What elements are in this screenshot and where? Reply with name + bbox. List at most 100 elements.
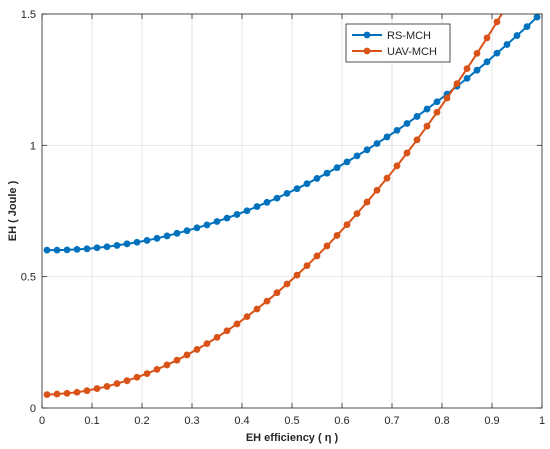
data-point	[293, 185, 301, 193]
data-point	[373, 140, 381, 147]
data-point	[403, 149, 411, 157]
x-tick-label: 0.8	[434, 415, 449, 427]
legend-label: RS-MCH	[387, 30, 431, 42]
data-point	[73, 245, 81, 253]
data-point	[203, 340, 211, 348]
data-point	[53, 246, 61, 254]
data-point	[103, 243, 111, 251]
data-point	[303, 180, 311, 188]
data-point	[423, 122, 431, 130]
data-point	[243, 313, 251, 320]
data-point	[213, 333, 221, 341]
data-point	[93, 385, 101, 392]
x-tick-label: 0	[39, 415, 45, 427]
data-point	[343, 221, 351, 229]
x-axis-label: EH efficiency ( η )	[246, 432, 339, 444]
data-point	[173, 356, 181, 364]
data-point	[243, 207, 251, 215]
ticks: 0 0.1 0.2 0.3 0.4 0.5 0.6 0.7 0.8 0.9 1 0 0.5 1 1.5	[21, 9, 545, 427]
data-point	[393, 126, 401, 134]
data-point	[433, 98, 441, 106]
data-point	[233, 211, 241, 218]
legend: RS-MCH UAV-MCH	[345, 23, 451, 63]
data-point	[223, 214, 231, 222]
data-point	[113, 242, 121, 249]
data-point	[313, 175, 321, 182]
data-point	[223, 327, 231, 335]
x-tick-label: 0.1	[84, 415, 99, 427]
data-point	[63, 246, 71, 254]
data-point	[43, 246, 51, 254]
data-point	[473, 50, 481, 57]
legend-item-rs-mch: RS-MCH	[352, 30, 431, 42]
series-uav-mch	[43, 13, 503, 399]
data-point	[263, 297, 271, 305]
data-point	[363, 198, 371, 206]
data-point	[73, 388, 81, 396]
data-point	[463, 74, 471, 82]
data-point	[273, 194, 281, 202]
data-point	[503, 41, 511, 48]
data-point	[323, 242, 331, 250]
legend-item-uav-mch: UAV-MCH	[352, 46, 437, 58]
data-point	[423, 105, 431, 113]
data-point	[63, 389, 71, 397]
data-point	[83, 387, 91, 395]
data-point	[113, 380, 121, 387]
x-tick-label: 0.4	[234, 415, 249, 427]
y-tick-label: 1	[30, 140, 36, 152]
data-point	[153, 234, 161, 242]
data-point	[143, 370, 151, 377]
data-point	[163, 361, 171, 369]
data-point	[453, 80, 461, 88]
data-point	[193, 224, 201, 232]
data-point	[53, 390, 61, 398]
data-point	[183, 227, 191, 235]
data-point	[123, 240, 131, 248]
data-point	[483, 58, 491, 66]
x-tick-label: 0.6	[334, 415, 349, 427]
data-point	[123, 377, 131, 385]
data-point	[443, 94, 451, 102]
data-point	[133, 373, 141, 381]
data-point	[483, 34, 491, 42]
data-point	[143, 237, 151, 244]
data-point	[413, 113, 421, 120]
data-point	[493, 18, 501, 26]
y-tick-label: 0.5	[21, 272, 36, 284]
data-point	[133, 238, 141, 246]
data-point	[293, 271, 301, 279]
data-point	[533, 13, 541, 21]
data-point	[283, 280, 291, 288]
x-tick-label: 0.7	[384, 415, 399, 427]
data-point	[173, 229, 181, 237]
data-point	[363, 146, 371, 154]
data-point	[333, 164, 341, 172]
data-point	[313, 252, 321, 260]
data-point	[283, 190, 291, 197]
data-point	[383, 133, 391, 141]
legend-box	[345, 23, 451, 63]
data-point	[203, 221, 211, 229]
data-point	[473, 66, 481, 74]
legend-label: UAV-MCH	[387, 46, 437, 58]
data-point	[213, 218, 221, 225]
data-point	[523, 23, 531, 31]
data-point	[83, 245, 91, 253]
data-point	[233, 320, 241, 328]
data-point	[253, 203, 261, 210]
data-point	[353, 152, 361, 160]
data-point	[323, 169, 331, 177]
data-point	[43, 391, 51, 399]
y-tick-label: 1.5	[21, 9, 36, 21]
data-point	[333, 232, 341, 239]
data-point	[183, 351, 191, 359]
data-point	[463, 65, 471, 73]
data-point	[193, 346, 201, 353]
data-point	[393, 162, 401, 170]
x-tick-label: 0.5	[284, 415, 299, 427]
data-point	[383, 174, 391, 182]
data-point	[513, 32, 521, 39]
x-tick-label: 0.9	[484, 415, 499, 427]
legend-swatch-marker	[363, 31, 371, 39]
